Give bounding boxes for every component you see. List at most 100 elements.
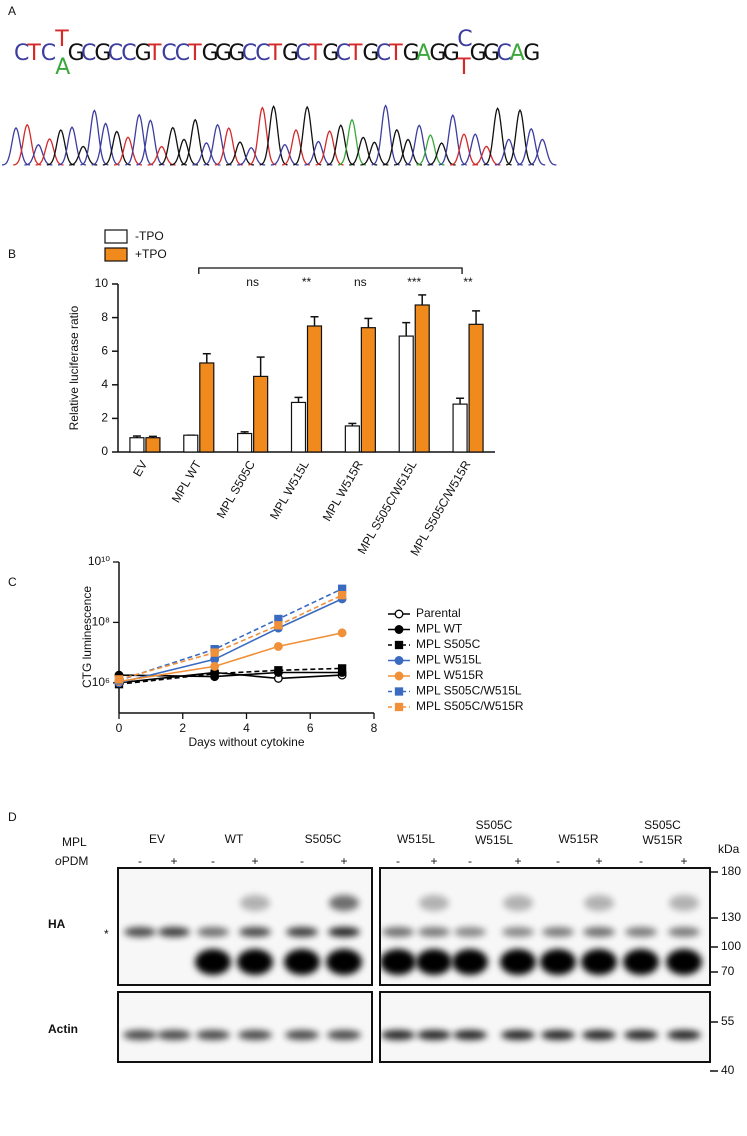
series-line bbox=[118, 667, 343, 685]
chromatogram-peak bbox=[91, 122, 120, 166]
chromatogram-peak bbox=[170, 138, 198, 166]
legend-swatch bbox=[104, 229, 128, 244]
band bbox=[237, 949, 273, 975]
series-line bbox=[118, 594, 343, 681]
marker bbox=[273, 641, 283, 651]
marker-label: 70 bbox=[721, 964, 735, 978]
treatment-sign: + bbox=[340, 854, 347, 868]
band bbox=[503, 895, 533, 911]
band bbox=[381, 1030, 415, 1040]
band bbox=[624, 1030, 658, 1040]
y-tick-label: 10⁶ bbox=[92, 675, 110, 689]
marker-label: 55 bbox=[721, 1014, 735, 1028]
band bbox=[123, 1030, 157, 1040]
significance-label: *** bbox=[407, 275, 421, 289]
significance-label: ** bbox=[302, 275, 312, 289]
legend-label: MPL S505C bbox=[416, 637, 481, 651]
band bbox=[623, 949, 659, 975]
chromatogram-peak bbox=[125, 113, 154, 166]
band bbox=[158, 927, 190, 937]
band bbox=[501, 1030, 535, 1040]
ambiguous-base: C bbox=[457, 27, 472, 52]
y-tick-label: 0 bbox=[101, 444, 108, 458]
chromatogram-peak bbox=[438, 113, 467, 166]
band bbox=[583, 927, 615, 937]
blot-background bbox=[380, 992, 710, 1062]
significance-bracket bbox=[198, 267, 463, 274]
chromatogram-peak bbox=[102, 130, 131, 166]
chromatogram-peak bbox=[505, 108, 535, 166]
legend-marker bbox=[394, 671, 404, 681]
legend-swatch bbox=[104, 247, 128, 262]
chromatogram-peak bbox=[326, 124, 355, 166]
chromatogram-peak bbox=[405, 124, 434, 166]
chromatogram-peak bbox=[24, 144, 53, 166]
band bbox=[284, 949, 320, 975]
series-line bbox=[118, 588, 343, 682]
x-tick-label: MPL S505C/W515R bbox=[407, 458, 473, 558]
marker bbox=[274, 621, 283, 630]
y-tick-label: 10⁸ bbox=[92, 615, 110, 629]
bar bbox=[183, 434, 199, 453]
group-label: S505C bbox=[305, 832, 342, 846]
treatment-sign: + bbox=[251, 854, 258, 868]
band bbox=[382, 927, 414, 937]
bar bbox=[145, 437, 161, 453]
series-line bbox=[118, 671, 343, 684]
panel-label: C bbox=[8, 575, 17, 589]
group-label: S505C bbox=[476, 818, 513, 832]
ambiguous-base: T bbox=[456, 55, 471, 80]
x-tick-label: 0 bbox=[116, 721, 123, 735]
chromatogram-peak bbox=[382, 128, 411, 166]
legend-label: -TPO bbox=[135, 229, 164, 243]
blot-frame bbox=[117, 867, 373, 986]
chromatogram-peak bbox=[483, 106, 512, 166]
significance-label: ns bbox=[246, 275, 259, 289]
chromatogram-peak bbox=[337, 118, 367, 166]
marker bbox=[337, 664, 347, 673]
bar bbox=[199, 362, 215, 453]
y-tick-label: 10 bbox=[95, 276, 109, 290]
band bbox=[454, 927, 486, 937]
legend-label: MPL W515R bbox=[416, 668, 484, 682]
legend-marker bbox=[394, 625, 404, 634]
chromatogram-peak bbox=[416, 134, 445, 166]
band bbox=[668, 927, 700, 937]
row-label: MPL bbox=[62, 835, 87, 849]
treatment-sign: - bbox=[468, 854, 472, 868]
chromatogram-peak bbox=[461, 133, 490, 166]
antibody-label: HA bbox=[48, 917, 66, 931]
treatment-sign: + bbox=[430, 854, 437, 868]
chromatogram-peak bbox=[494, 138, 523, 166]
y-tick-label: 6 bbox=[101, 343, 108, 357]
blot-background bbox=[118, 992, 372, 1062]
band bbox=[197, 927, 229, 937]
band bbox=[584, 895, 614, 911]
band bbox=[329, 895, 359, 911]
band bbox=[240, 895, 270, 911]
band bbox=[124, 927, 156, 937]
blot-bands bbox=[380, 895, 702, 975]
chromatogram-peak bbox=[35, 138, 64, 166]
panel-label: B bbox=[8, 247, 16, 261]
chromatogram-peak bbox=[136, 119, 165, 166]
band bbox=[453, 1030, 487, 1040]
band bbox=[417, 1030, 451, 1040]
band bbox=[542, 927, 574, 937]
band bbox=[195, 949, 231, 975]
bar bbox=[237, 432, 253, 453]
chromatogram-peak bbox=[158, 126, 187, 166]
band bbox=[502, 927, 534, 937]
bar bbox=[360, 327, 376, 453]
group-label: W515R bbox=[558, 832, 598, 846]
chromatogram-peak bbox=[46, 129, 75, 166]
significance-label: ** bbox=[463, 275, 473, 289]
band bbox=[239, 927, 271, 937]
marker bbox=[114, 675, 124, 684]
x-axis-label: Days without cytokine bbox=[188, 735, 304, 749]
band bbox=[419, 895, 449, 911]
sequence-text: GGCAG bbox=[470, 41, 541, 66]
bar bbox=[398, 335, 414, 453]
series-line bbox=[118, 671, 343, 678]
chromatogram-peak bbox=[371, 104, 400, 166]
